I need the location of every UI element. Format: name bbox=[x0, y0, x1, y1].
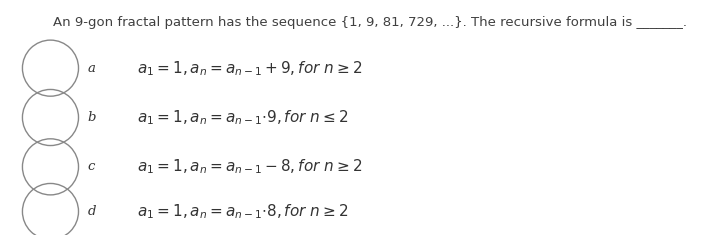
Text: $a_1 = 1, a_n = a_{n-1} +9, for\ n \geq 2$: $a_1 = 1, a_n = a_{n-1} +9, for\ n \geq … bbox=[137, 59, 362, 78]
Text: $a_1 = 1, a_n = a_{n-1} {\cdot}8, for\ n \geq 2$: $a_1 = 1, a_n = a_{n-1} {\cdot}8, for\ n… bbox=[137, 202, 348, 221]
Text: d: d bbox=[88, 205, 96, 218]
Text: $a_1 = 1, a_n = a_{n-1} {\cdot}9, for\ n \leq 2$: $a_1 = 1, a_n = a_{n-1} {\cdot}9, for\ n… bbox=[137, 108, 348, 127]
Text: a: a bbox=[88, 62, 95, 75]
Text: An 9-gon fractal pattern has the sequence {1, 9, 81, 729, ...}. The recursive fo: An 9-gon fractal pattern has the sequenc… bbox=[53, 16, 686, 29]
Text: c: c bbox=[88, 160, 95, 173]
Text: b: b bbox=[88, 111, 96, 124]
Text: $a_1 = 1, a_n = a_{n-1} - 8, for\ n \geq 2$: $a_1 = 1, a_n = a_{n-1} - 8, for\ n \geq… bbox=[137, 157, 362, 176]
